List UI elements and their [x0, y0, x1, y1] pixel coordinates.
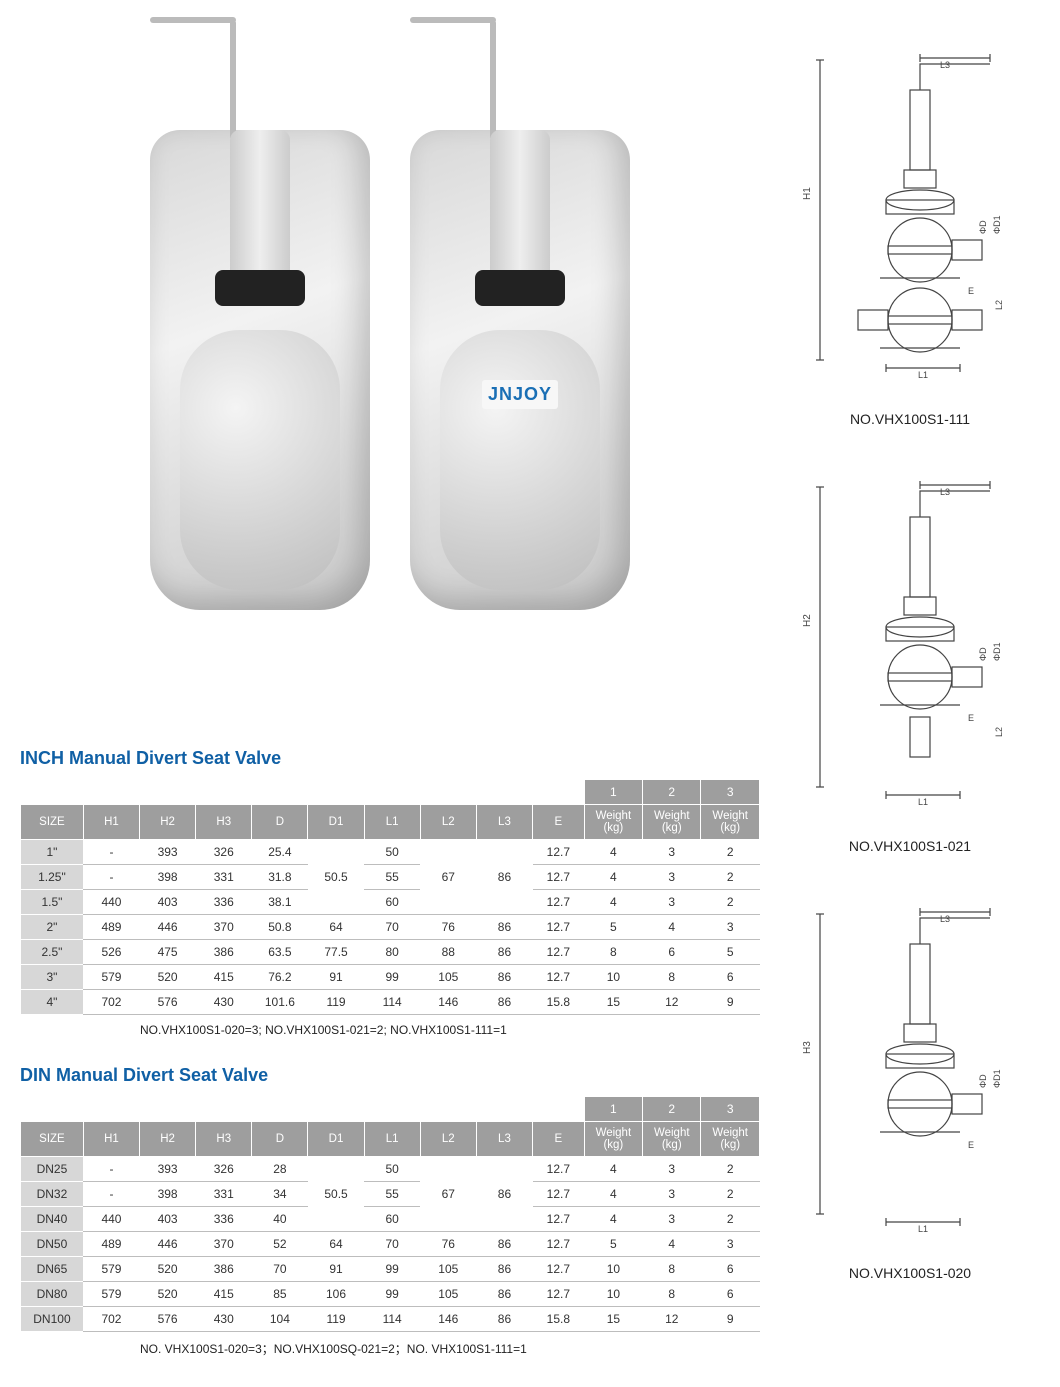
svg-text:ΦD: ΦD [978, 647, 988, 661]
svg-text:L3: L3 [940, 914, 950, 924]
table-row: DN50489446370526470768612.7543 [21, 1232, 760, 1257]
table-row: 2.5"52647538663.577.580888612.7865 [21, 940, 760, 965]
table-row: 2"48944637050.86470768612.7543 [21, 915, 760, 940]
valve-photo-2: JNJOY [410, 130, 630, 610]
svg-text:H2: H2 [802, 614, 813, 627]
svg-text:L3: L3 [940, 60, 950, 70]
svg-text:E: E [968, 286, 974, 296]
table-row: 1.25"-39833131.85512.7432 [21, 865, 760, 890]
table-row: DN1007025764301041191141468615.815129 [21, 1307, 760, 1332]
inch-table-title: INCH Manual Divert Seat Valve [20, 748, 760, 769]
svg-text:L1: L1 [918, 797, 928, 807]
svg-text:E: E [968, 1140, 974, 1150]
din-table-title: DIN Manual Divert Seat Valve [20, 1065, 760, 1086]
svg-text:ΦD: ΦD [978, 1074, 988, 1088]
inch-table-note: NO.VHX100S1-020=3; NO.VHX100S1-021=2; NO… [20, 1023, 760, 1037]
valve-photo-1 [150, 130, 370, 610]
table-row: 1.5"44040333638.16012.7432 [21, 890, 760, 915]
product-photos: JNJOY [20, 20, 760, 720]
svg-text:ΦD: ΦD [978, 220, 988, 234]
svg-text:H3: H3 [802, 1041, 813, 1054]
svg-text:L2: L2 [994, 300, 1004, 310]
diagram-caption: NO.VHX100S1-111 [780, 411, 1040, 427]
svg-text:ΦD1: ΦD1 [992, 215, 1002, 234]
table-row: DN8057952041585106991058612.71086 [21, 1282, 760, 1307]
svg-text:H1: H1 [802, 187, 813, 200]
svg-text:L3: L3 [940, 487, 950, 497]
table-row: DN655795203867091991058612.71086 [21, 1257, 760, 1282]
technical-diagram: H2 L3 L1 ΦD ΦD1 E L2 NO.VHX100S1-021 [780, 447, 1040, 854]
table-row: DN25-3933262850.550678612.7432 [21, 1157, 760, 1182]
brand-label: JNJOY [482, 380, 558, 409]
technical-diagram: H3 L3 L1 ΦD ΦD1 E NO.VHX100S1-020 [780, 874, 1040, 1281]
svg-text:E: E [968, 713, 974, 723]
technical-diagram: H1 L3 L1 ΦD ΦD1 E L2 NO.VHX100S1-111 [780, 20, 1040, 427]
table-row: 3"57952041576.291991058612.71086 [21, 965, 760, 990]
table-row: 1"-39332625.450.550678612.7432 [21, 840, 760, 865]
din-spec-table: 1 2 3 SIZE H1 H2 H3 D D1 L1 L2 L3 E Weig… [20, 1096, 760, 1332]
svg-text:ΦD1: ΦD1 [992, 1069, 1002, 1088]
din-table-note: NO. VHX100S1-020=3；NO.VHX100SQ-021=2；NO.… [20, 1340, 760, 1357]
table-row: DN32-398331345512.7432 [21, 1182, 760, 1207]
inch-spec-table: 1 2 3 SIZE H1 H2 H3 D D1 L1 L2 L3 E Weig… [20, 779, 760, 1015]
svg-text:ΦD1: ΦD1 [992, 642, 1002, 661]
diagram-caption: NO.VHX100S1-021 [780, 838, 1040, 854]
weight-col-1: 1 [584, 780, 642, 805]
table-row: 4"702576430101.61191141468615.815129 [21, 990, 760, 1015]
svg-text:L1: L1 [918, 370, 928, 380]
svg-text:L1: L1 [918, 1224, 928, 1234]
weight-col-3: 3 [701, 780, 760, 805]
weight-col-2: 2 [643, 780, 701, 805]
diagram-caption: NO.VHX100S1-020 [780, 1265, 1040, 1281]
table-row: DN40440403336406012.7432 [21, 1207, 760, 1232]
svg-text:L2: L2 [994, 727, 1004, 737]
